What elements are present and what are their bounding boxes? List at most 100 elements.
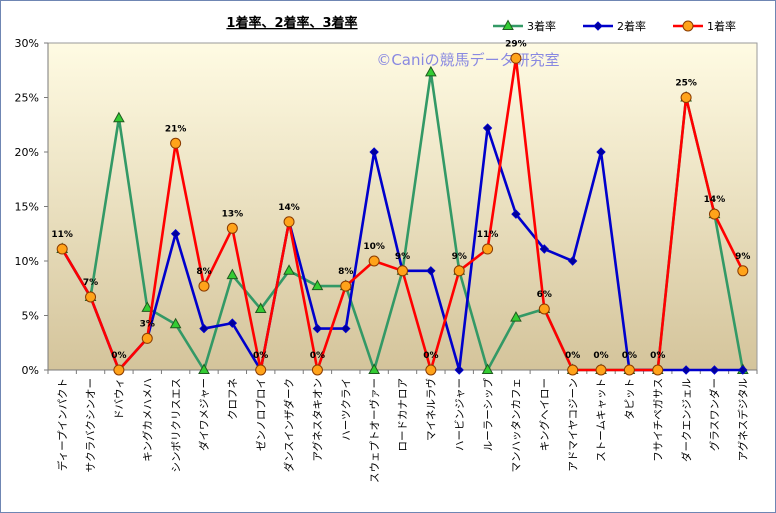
- x-tick-label: ストームキャット: [596, 378, 608, 462]
- win-rate-point: [425, 364, 437, 376]
- x-tick-label: ハーツクライ: [340, 378, 352, 441]
- win-rate-point: [56, 243, 68, 255]
- x-tick-label: ダークエンジェル: [680, 378, 693, 462]
- second-place-rate-point: [341, 323, 351, 334]
- third-place-rate-point: [198, 363, 210, 374]
- x-tick-label: アドマイヤコジーン: [567, 378, 579, 472]
- win-rate-point: [708, 208, 720, 220]
- win-rate-point: [567, 364, 579, 376]
- win-rate-point: [85, 291, 97, 303]
- win-rate-data-label: 21%: [165, 124, 187, 134]
- third-place-rate-point: [425, 65, 437, 77]
- x-tick-label: ディープインパクト: [56, 378, 69, 471]
- x-tick-label: マイネルラヴ: [425, 378, 438, 441]
- win-rate-data-label: 7%: [83, 278, 98, 288]
- second-place-rate-point: [681, 365, 691, 375]
- legend-label: 2着率: [617, 19, 646, 33]
- legend-label: 3着率: [527, 19, 556, 33]
- watermark-text: ©Caniの競馬データ研究室: [376, 51, 559, 69]
- second-place-rate-point: [596, 147, 606, 157]
- third-place-rate-point: [368, 363, 380, 374]
- second-place-rate-point: [539, 244, 550, 254]
- y-tick-label: 30%: [15, 37, 39, 50]
- win-rate-data-label: 0%: [253, 351, 268, 361]
- second-place-rate-point: [511, 209, 521, 219]
- second-place-rate-point: [426, 266, 436, 276]
- win-rate-point: [538, 303, 550, 315]
- win-rate-data-label: 14%: [704, 195, 726, 205]
- second-place-rate-point: [482, 123, 493, 133]
- win-rate-point: [680, 92, 692, 103]
- win-rate-point: [283, 216, 295, 228]
- legend-swatch-marker: [593, 21, 603, 31]
- second-place-rate-point: [709, 365, 720, 375]
- win-rate-point: [482, 243, 494, 255]
- win-rate-data-label: 0%: [111, 351, 126, 361]
- x-tick-label: ダイワメジャー: [198, 378, 211, 451]
- win-rate-data-label: 10%: [363, 242, 385, 252]
- win-rate-point: [198, 280, 210, 292]
- win-rate-point: [510, 52, 522, 64]
- x-tick-label: クロフネ: [227, 378, 239, 420]
- x-tick-label: マンハッタンカフェ: [511, 378, 523, 473]
- win-rate-data-label: 0%: [310, 351, 325, 361]
- x-tick-label: アグネスタキオン: [311, 378, 324, 461]
- win-rate-point: [226, 222, 238, 234]
- win-rate-data-label: 6%: [537, 290, 552, 300]
- third-place-rate-point: [481, 363, 494, 374]
- win-rate-data-label: 9%: [735, 252, 750, 262]
- x-axis: ディープインパクト サクラバクシンオー ドバウィ キングカメハメハ シンボリクリスエス ダ…: [47, 369, 758, 483]
- win-rate-point: [368, 255, 380, 267]
- win-rate-data-label: 9%: [452, 252, 467, 262]
- win-rate-point: [397, 265, 408, 277]
- third-place-rate-point: [311, 279, 324, 291]
- x-tick-label: タピット: [624, 378, 636, 420]
- win-rate-data-label: 9%: [395, 252, 410, 262]
- x-tick-label: グラスワンダー: [708, 378, 721, 451]
- win-rate-data-label: 0%: [423, 351, 438, 361]
- win-rate-point: [595, 364, 607, 376]
- win-rate-data-label: 8%: [196, 267, 211, 277]
- y-axis: 0% 5% 10% 15% 20% 25% 30%: [15, 37, 49, 377]
- x-tick-label: ルーラーシップ: [482, 378, 494, 452]
- legend-swatch-marker: [502, 19, 514, 30]
- x-tick-label: サクラバクシンオー: [85, 378, 97, 472]
- win-rate-point: [340, 280, 352, 292]
- x-tick-label: アグネスデジタル: [736, 378, 749, 461]
- win-rate-point: [170, 137, 182, 149]
- y-tick-label: 5%: [22, 310, 39, 323]
- x-tick-label: キングカメハメハ: [141, 378, 154, 462]
- legend-item-third-place-rate: 3着率: [493, 19, 556, 33]
- win-rate-point: [113, 364, 125, 376]
- win-rate-point: [623, 364, 635, 376]
- series-layer: [56, 52, 749, 376]
- legend-item-win-rate: 1着率: [673, 19, 736, 33]
- second-place-rate-point: [199, 323, 209, 334]
- win-rate-data-label: 0%: [650, 351, 665, 361]
- x-tick-label: シンボリクリスエス: [170, 378, 182, 473]
- third-place-rate-point: [226, 268, 239, 280]
- second-place-rate-point: [369, 147, 379, 157]
- y-tick-label: 10%: [15, 255, 39, 268]
- x-tick-label: ゼンノロブロイ: [254, 378, 267, 451]
- win-rate-point: [737, 265, 749, 277]
- win-rate-data-label: 8%: [338, 267, 353, 277]
- second-place-rate-point: [454, 365, 464, 375]
- x-tick-label: キングヘイロー: [538, 378, 551, 451]
- win-rate-data-label: 0%: [622, 351, 637, 361]
- win-rate-data-label: 25%: [675, 79, 697, 89]
- legend-item-second-place-rate: 2着率: [583, 19, 646, 33]
- win-rate-series: [56, 52, 749, 376]
- win-rate-data-label: 29%: [505, 39, 527, 49]
- legend-swatch-marker: [682, 20, 694, 32]
- third-place-rate-point: [510, 311, 522, 322]
- second-place-rate-point: [738, 365, 748, 375]
- second-place-rate-point: [227, 318, 238, 328]
- second-place-rate-point: [170, 229, 181, 239]
- y-tick-label: 15%: [15, 201, 39, 214]
- third-place-rate-point: [254, 302, 267, 313]
- chart-title: 1着率、2着率、3着率: [226, 15, 357, 31]
- win-rate-data-label: 11%: [51, 230, 73, 240]
- third-place-rate-point: [113, 111, 125, 123]
